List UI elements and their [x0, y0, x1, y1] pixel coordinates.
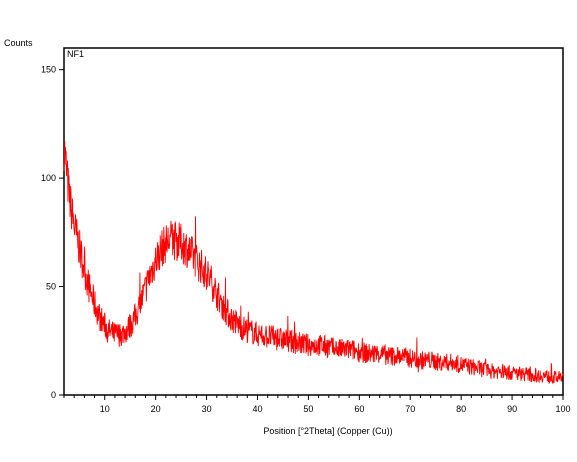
x-axis-title: Position [°2Theta] (Copper (Cu))	[263, 426, 392, 436]
x-tick-label: 40	[252, 404, 262, 414]
plot-area: 10 20 30 40 50 60 70 80 90 100 0 50 100 150 NF1	[41, 47, 571, 414]
series-line	[63, 141, 564, 384]
y-tick-label: 100	[41, 173, 56, 183]
x-tick-label: 20	[151, 404, 161, 414]
y-tick-label: 50	[46, 282, 56, 292]
x-tick-label: 100	[555, 404, 570, 414]
panel-label: NF1	[67, 49, 84, 59]
plot-frame	[63, 47, 564, 396]
x-tick-label: 60	[354, 404, 364, 414]
x-tick-label: 90	[507, 404, 517, 414]
series-layer	[63, 141, 564, 384]
x-tick-label: 70	[405, 404, 415, 414]
x-tick-label: 50	[303, 404, 313, 414]
y-tick-label: 150	[41, 65, 56, 75]
x-axis-ticks: 10 20 30 40 50 60 70 80 90 100	[63, 395, 571, 414]
y-axis-title: Counts	[4, 38, 33, 48]
y-tick-label: 0	[51, 390, 56, 400]
x-tick-label: 80	[456, 404, 466, 414]
x-tick-label: 30	[202, 404, 212, 414]
y-axis-ticks: 0 50 100 150	[41, 65, 64, 400]
x-tick-label: 10	[100, 404, 110, 414]
